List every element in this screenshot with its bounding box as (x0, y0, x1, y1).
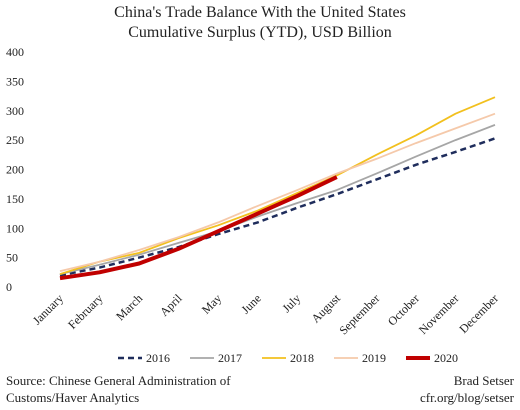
series-line (59, 175, 338, 281)
legend-label: 2016 (146, 351, 170, 365)
legend-label: 2020 (434, 351, 458, 365)
chart-subtitle: Cumulative Surplus (YTD), USD Billion (128, 24, 392, 41)
legend-label: 2019 (362, 351, 386, 365)
x-tick-label: December (456, 291, 501, 336)
y-tick-label: 150 (6, 192, 24, 206)
source: Source: Chinese General Administration o… (6, 373, 231, 388)
x-tick-label: May (199, 291, 224, 316)
x-tick-label: February (65, 291, 106, 332)
x-tick-label: April (157, 291, 185, 319)
series-line (59, 96, 496, 275)
x-tick-label: March (113, 291, 145, 323)
series-line (59, 112, 496, 272)
legend-label: 2018 (290, 351, 314, 365)
y-tick-label: 200 (6, 163, 24, 177)
x-tick-label: January (30, 291, 66, 327)
y-tick-label: 300 (6, 104, 24, 118)
series-line (59, 124, 496, 275)
x-tick-label: September (336, 291, 382, 337)
series-line (59, 137, 496, 277)
y-tick-label: 350 (6, 74, 24, 88)
y-tick-label: 100 (6, 221, 24, 235)
y-tick-label: 50 (6, 251, 18, 265)
x-tick-label: November (416, 291, 462, 337)
y-tick-label: 0 (6, 280, 12, 294)
x-tick-label: July (279, 291, 303, 315)
x-tick-label: June (238, 291, 263, 316)
x-tick-label: October (385, 291, 422, 328)
credit: Brad Setser (454, 373, 515, 388)
y-tick-label: 400 (6, 45, 24, 59)
legend-label: 2017 (218, 351, 242, 365)
chart-title: China's Trade Balance With the United St… (114, 4, 406, 21)
y-tick-label: 250 (6, 133, 24, 147)
x-tick-label: August (309, 291, 344, 326)
credit: cfr.org/blog/setser (420, 390, 515, 405)
source: Customs/Haver Analytics (6, 390, 139, 405)
